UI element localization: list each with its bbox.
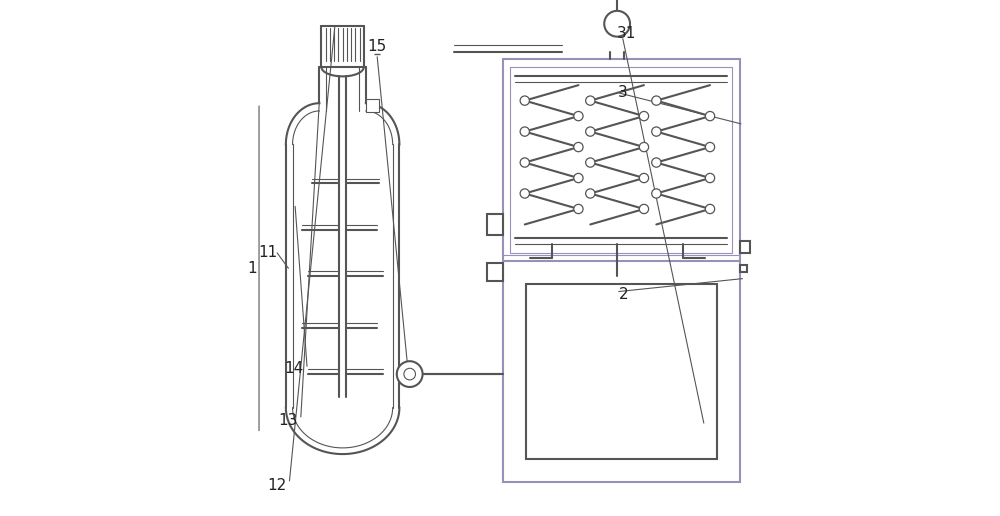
Circle shape [705,142,715,152]
Circle shape [397,361,423,387]
Circle shape [520,96,529,105]
Circle shape [652,127,661,136]
Circle shape [586,96,595,105]
Circle shape [652,96,661,105]
Bar [503,59,740,482]
Circle shape [574,204,583,214]
Text: 2: 2 [619,286,629,302]
Circle shape [639,111,649,121]
Text: 1: 1 [248,261,257,276]
Text: 12: 12 [267,477,287,493]
Circle shape [574,142,583,152]
Bar [526,284,717,459]
Bar [510,67,732,253]
Circle shape [574,111,583,121]
Bar [366,99,379,112]
Bar [740,241,750,253]
Circle shape [520,127,529,136]
Circle shape [652,189,661,198]
Circle shape [639,142,649,152]
Bar [487,214,503,235]
Text: 31: 31 [617,26,636,41]
Text: 3: 3 [618,85,628,101]
Circle shape [652,158,661,167]
Text: 15: 15 [368,39,387,54]
Bar [487,263,503,281]
Circle shape [520,158,529,167]
Circle shape [705,204,715,214]
Bar [740,265,747,272]
Circle shape [639,173,649,183]
Circle shape [639,204,649,214]
Text: 14: 14 [284,361,303,377]
Circle shape [586,189,595,198]
Text: 13: 13 [279,413,298,428]
Circle shape [586,158,595,167]
Circle shape [574,173,583,183]
Circle shape [586,127,595,136]
Text: 11: 11 [258,245,277,261]
Circle shape [520,189,529,198]
Circle shape [604,11,630,37]
Circle shape [705,173,715,183]
Circle shape [705,111,715,121]
